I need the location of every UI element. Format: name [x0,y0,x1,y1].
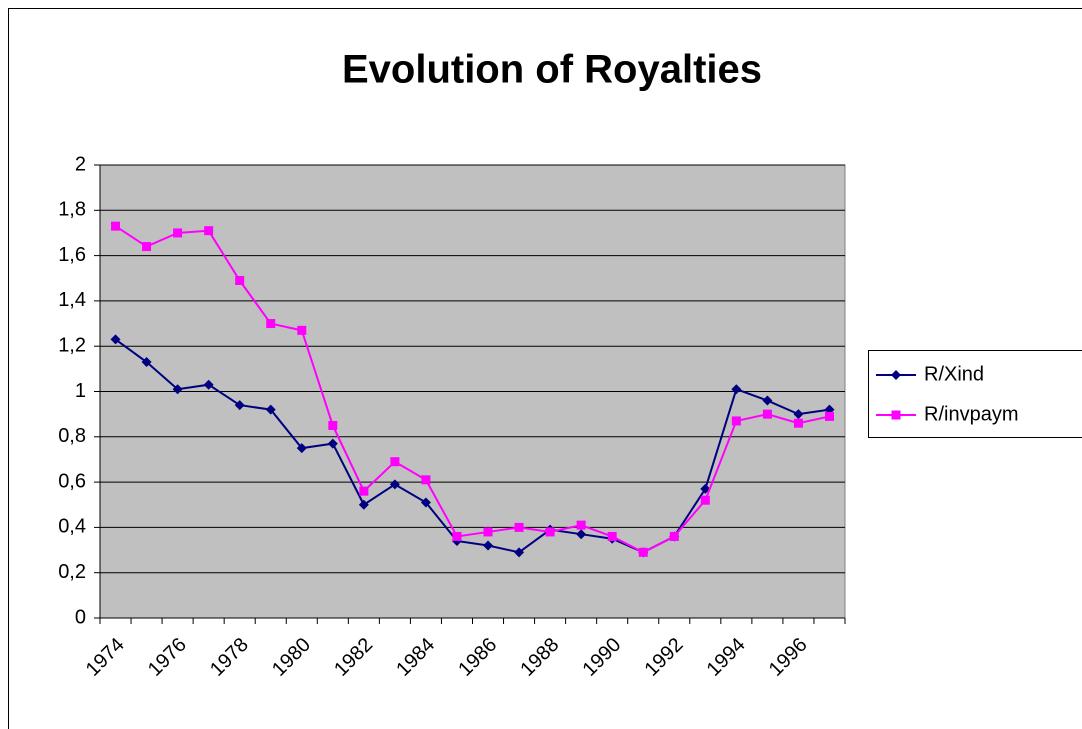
marker [452,531,462,541]
marker [235,276,245,286]
marker [141,357,152,368]
series-line [114,225,830,554]
y-tick-label: 0,2 [58,561,86,583]
marker [265,404,276,415]
marker [607,531,617,541]
marker [390,457,400,467]
marker [891,370,901,380]
marker [296,443,307,454]
marker [731,416,741,426]
y-tick-label: 0,4 [58,516,86,538]
chart-title: Evolution of Royalties [342,48,762,92]
marker [297,325,307,335]
y-tick-label: 1,6 [58,244,86,266]
marker [110,334,121,345]
marker [173,228,183,238]
marker [824,411,834,421]
y-tick-label: 1,8 [58,199,86,221]
marker [234,400,245,411]
marker [545,527,555,537]
marker [669,531,679,541]
marker [421,475,431,485]
marker [514,522,524,532]
marker [111,221,121,231]
marker [328,420,338,430]
marker [731,384,742,395]
y-tick-label: 0,8 [58,425,86,447]
marker [266,319,276,329]
marker [359,486,369,496]
marker [203,379,214,390]
marker [483,540,494,551]
marker [514,547,525,558]
marker [891,410,901,420]
marker [483,527,493,537]
legend-label: R/Xind [924,363,984,385]
marker [358,499,369,510]
legend [868,350,1082,438]
marker [762,409,772,419]
marker [142,242,152,252]
marker [204,226,214,236]
y-tick-label: 1 [75,380,86,402]
y-tick-label: 2 [75,153,86,175]
marker [420,497,431,508]
marker [327,438,338,449]
y-tick-label: 0,6 [58,470,86,492]
series-line [114,338,830,554]
marker [576,520,586,530]
y-tick-label: 0 [75,606,86,628]
marker [700,495,710,505]
legend-label: R/invpaym [924,403,1018,425]
y-tick-label: 1,2 [58,334,86,356]
marker [172,384,183,395]
y-tick-label: 1,4 [58,289,86,311]
marker [576,529,587,540]
marker [793,409,804,420]
marker [638,547,648,557]
marker [762,395,773,406]
marker [793,418,803,428]
marker [389,479,400,490]
